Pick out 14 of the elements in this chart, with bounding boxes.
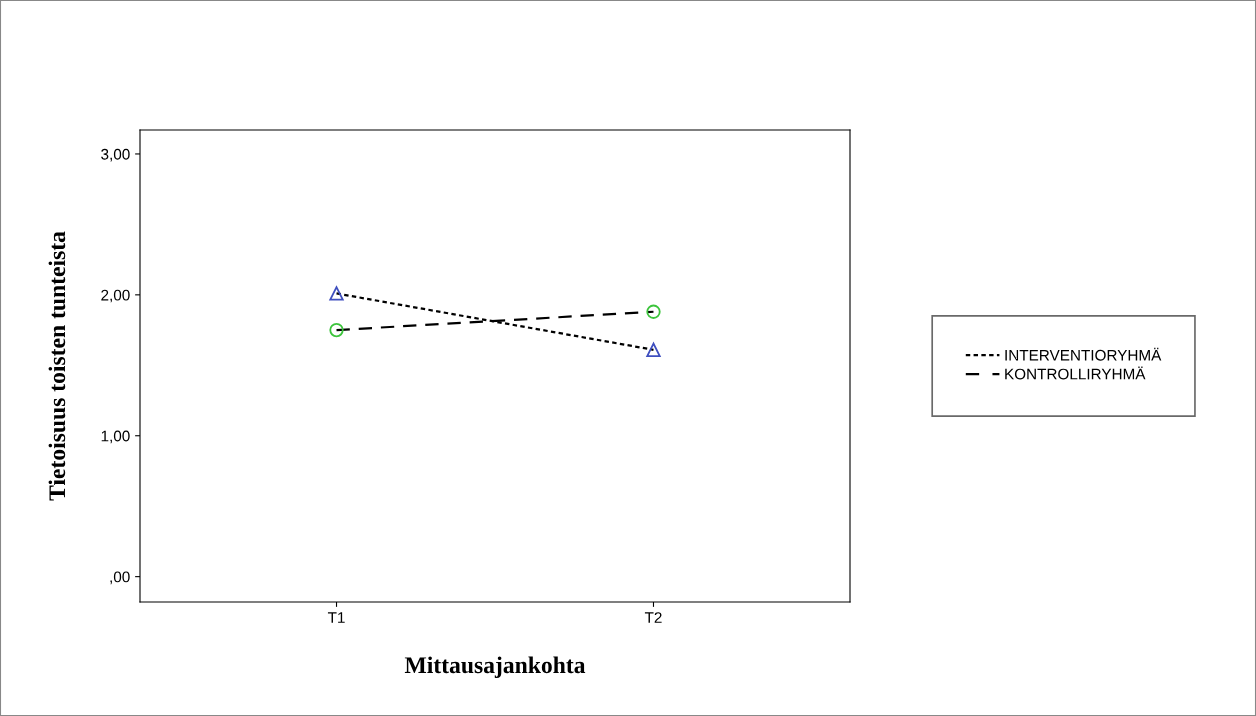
y-tick-label: 3,00 bbox=[101, 148, 130, 162]
point bbox=[646, 304, 661, 319]
legend-label: INTERVENTIORYHMÄ bbox=[1005, 347, 1162, 361]
point bbox=[329, 286, 344, 301]
legend-label: KONTROLLIRYHMÄ bbox=[1005, 366, 1146, 380]
y-tick-label: ,00 bbox=[110, 571, 130, 585]
y-axis-title: Tietoisuus toisten tunteista bbox=[48, 231, 66, 501]
x-tick-label: T1 bbox=[327, 612, 345, 623]
point bbox=[329, 322, 344, 338]
x-axis-title: Mittausajankohta bbox=[404, 656, 586, 678]
x-tick-label: T2 bbox=[644, 612, 662, 623]
y-tick-label: 1,00 bbox=[101, 430, 130, 444]
y-tick-label: 2,00 bbox=[101, 289, 130, 303]
point bbox=[646, 342, 661, 357]
